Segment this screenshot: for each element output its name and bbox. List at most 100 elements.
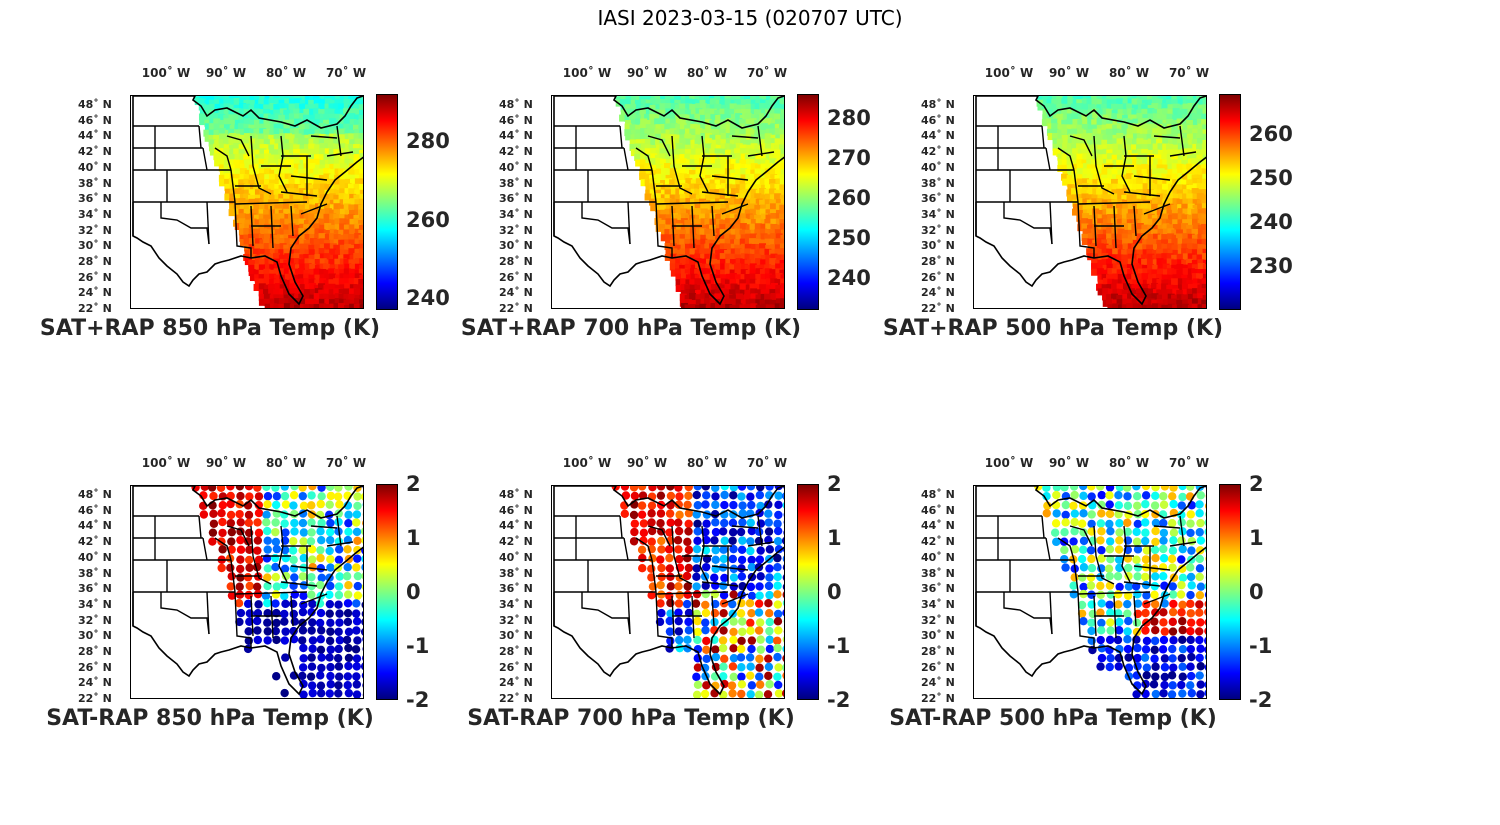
data-point xyxy=(1141,108,1149,116)
data-point xyxy=(323,243,331,251)
data-point xyxy=(307,662,317,671)
data-point xyxy=(749,173,757,181)
data-point xyxy=(1077,204,1085,212)
data-point xyxy=(734,128,742,136)
data-point xyxy=(324,143,332,151)
data-point xyxy=(1158,563,1168,572)
data-point xyxy=(684,626,694,635)
data-point xyxy=(644,144,652,152)
data-point xyxy=(227,545,236,554)
data-point xyxy=(1177,555,1186,564)
data-point xyxy=(736,609,746,618)
data-point xyxy=(735,143,743,151)
data-point xyxy=(323,269,331,277)
data-point xyxy=(729,289,737,297)
country-outline xyxy=(553,486,784,696)
data-point xyxy=(1186,224,1194,232)
data-point xyxy=(1156,248,1164,256)
data-point xyxy=(1150,545,1160,555)
data-point xyxy=(1081,238,1089,246)
data-point xyxy=(319,174,327,182)
data-point xyxy=(1201,214,1206,222)
data-point xyxy=(1077,519,1087,528)
data-point xyxy=(329,163,337,171)
data-point xyxy=(338,168,346,176)
data-point xyxy=(655,149,663,157)
data-point xyxy=(1162,203,1170,211)
data-point xyxy=(684,269,692,277)
data-point xyxy=(1187,154,1195,162)
data-point xyxy=(746,537,755,546)
data-point xyxy=(619,114,627,122)
data-point xyxy=(316,545,325,555)
data-point xyxy=(334,179,342,187)
data-point xyxy=(1116,264,1124,272)
data-point xyxy=(264,303,272,308)
data-point xyxy=(764,268,772,276)
data-point xyxy=(313,198,321,206)
data-point xyxy=(700,238,708,246)
data-point xyxy=(765,278,773,286)
data-point xyxy=(362,502,363,507)
data-point xyxy=(719,219,727,227)
data-point xyxy=(279,288,287,296)
data-point xyxy=(737,636,746,646)
data-point xyxy=(1202,274,1206,282)
data-point xyxy=(258,298,266,306)
data-point xyxy=(268,189,276,197)
data-point xyxy=(744,294,752,302)
data-point xyxy=(620,486,630,491)
latitude-label: 42˚ N xyxy=(78,145,112,159)
data-point xyxy=(319,224,327,232)
data-point xyxy=(324,148,332,156)
latitude-label: 38˚ N xyxy=(921,566,955,580)
data-point xyxy=(1151,283,1159,291)
data-point xyxy=(655,168,663,176)
data-point xyxy=(1097,554,1106,563)
data-point xyxy=(685,198,693,206)
data-point xyxy=(1162,108,1170,116)
data-point xyxy=(344,243,352,251)
data-point xyxy=(236,535,245,545)
data-point xyxy=(779,174,784,182)
state-border xyxy=(202,147,208,171)
data-point xyxy=(245,545,254,555)
data-point xyxy=(689,279,697,287)
data-point xyxy=(283,268,291,276)
data-point xyxy=(1196,98,1204,106)
latitude-label: 46˚ N xyxy=(921,113,955,127)
data-point xyxy=(343,103,351,111)
data-point xyxy=(249,143,257,151)
data-point xyxy=(284,153,292,161)
data-point xyxy=(694,253,702,261)
data-point xyxy=(684,491,693,500)
data-point xyxy=(1086,224,1094,232)
data-point xyxy=(349,198,357,206)
data-point xyxy=(684,304,692,308)
data-point xyxy=(344,688,354,698)
data-point xyxy=(740,109,748,117)
data-point xyxy=(1111,254,1119,262)
data-point xyxy=(303,213,311,221)
data-point xyxy=(218,128,226,136)
data-point xyxy=(1176,299,1184,307)
data-point xyxy=(1157,224,1165,232)
data-point xyxy=(1107,304,1115,308)
data-point xyxy=(1157,168,1165,176)
data-point xyxy=(764,113,772,121)
data-point xyxy=(268,253,276,261)
data-point xyxy=(1201,234,1206,242)
data-point xyxy=(720,536,729,545)
data-point xyxy=(745,279,753,287)
data-point xyxy=(679,234,687,242)
state-border xyxy=(747,541,775,547)
data-point xyxy=(744,123,752,131)
data-point xyxy=(1121,124,1129,132)
data-point xyxy=(670,234,678,242)
data-point xyxy=(710,258,718,266)
data-point xyxy=(339,258,347,266)
data-point xyxy=(278,254,286,262)
latitude-label: 40˚ N xyxy=(78,550,112,564)
data-point xyxy=(1141,293,1149,301)
data-point xyxy=(704,243,712,251)
